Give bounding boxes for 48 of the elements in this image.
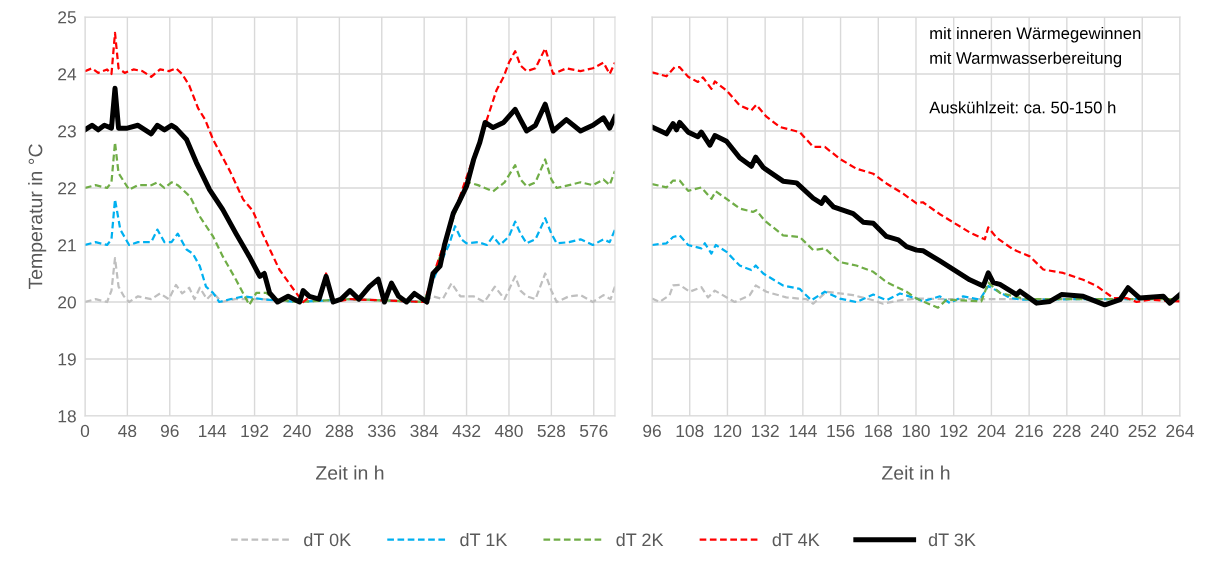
- x-tick-label: 192: [241, 424, 269, 438]
- x-tick-label: 228: [1053, 424, 1081, 438]
- x-tick-label: 252: [1128, 424, 1156, 438]
- annotation: mit Warmwasserbereitung: [930, 51, 1122, 68]
- annotation: Auskühlzeit: ca. 50-150 h: [929, 101, 1116, 114]
- y-tick-label: 24: [58, 68, 77, 81]
- legend-label: dT 1K: [460, 532, 508, 547]
- x-tick-label: 432: [452, 424, 481, 438]
- x-axis-title: Zeit in h: [882, 465, 950, 480]
- y-tick-label: 18: [58, 410, 76, 423]
- annotation: mit inneren Wärmegewinnen: [930, 26, 1141, 43]
- x-tick-label: 144: [789, 424, 817, 437]
- x-tick-label: 96: [643, 424, 661, 438]
- line-series: [84, 141, 615, 306]
- x-tick-label: 480: [494, 424, 523, 438]
- x-tick-label: 132: [751, 424, 779, 438]
- x-tick-label: 144: [199, 424, 227, 437]
- y-tick-label: 20: [58, 296, 76, 309]
- x-axis-title: Zeit in h: [316, 465, 384, 480]
- x-tick-label: 120: [714, 424, 742, 438]
- x-tick-label: 384: [410, 424, 439, 438]
- x-tick-label: 180: [902, 424, 930, 438]
- x-tick-label: 108: [676, 424, 704, 438]
- x-tick-label: 0: [80, 424, 90, 438]
- y-tick-label: 25: [58, 11, 76, 24]
- x-tick-label: 240: [283, 424, 311, 438]
- y-axis-title: Temperatur in °C: [28, 144, 47, 290]
- x-tick-label: 204: [977, 424, 1006, 438]
- legend-label: dT 2K: [616, 532, 664, 547]
- x-tick-label: 156: [827, 424, 855, 438]
- legend-label: dT 4K: [772, 532, 820, 547]
- x-tick-label: 576: [579, 424, 608, 438]
- y-tick-label: 21: [58, 239, 76, 252]
- x-tick-label: 48: [118, 424, 137, 438]
- legend-label: dT 0K: [304, 532, 351, 547]
- x-tick-label: 168: [865, 424, 893, 438]
- x-tick-label: 528: [537, 424, 566, 438]
- y-tick-label: 22: [58, 182, 76, 195]
- y-tick-label: 19: [58, 353, 76, 366]
- x-tick-label: 96: [160, 424, 179, 438]
- legend-label: dT 3K: [928, 532, 976, 547]
- x-tick-label: 336: [367, 424, 396, 438]
- y-tick-label: 23: [58, 125, 76, 138]
- x-tick-label: 216: [1015, 424, 1043, 438]
- x-tick-label: 264: [1166, 424, 1194, 438]
- x-tick-label: 288: [325, 424, 354, 438]
- x-tick-label: 240: [1090, 424, 1119, 438]
- x-tick-label: 192: [940, 424, 968, 438]
